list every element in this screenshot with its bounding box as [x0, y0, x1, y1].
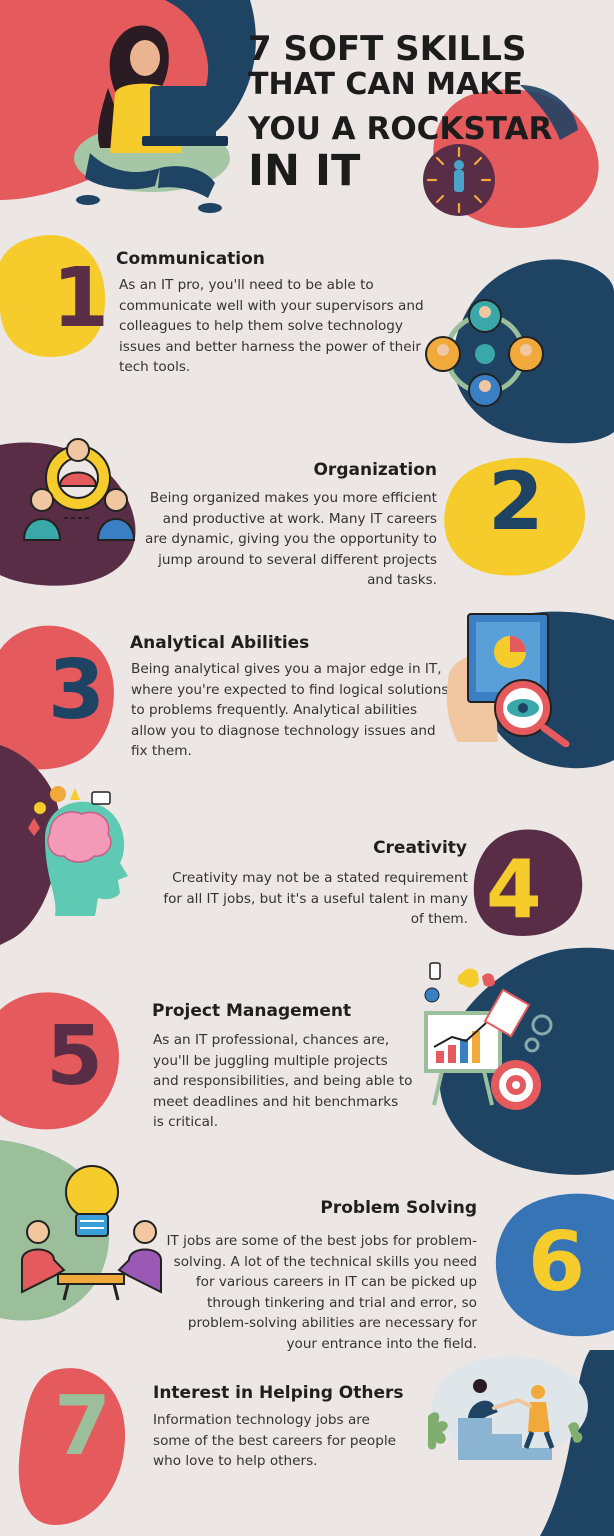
section-2-body: Being organized makes you more efficient… — [145, 490, 437, 589]
number-1: 1 — [52, 251, 110, 346]
number-5: 5 — [46, 1009, 104, 1104]
section-6-title: Problem Solving — [320, 1198, 477, 1218]
team-network-icon — [425, 299, 544, 407]
section-7-body: Information technology jobs are some of … — [153, 1412, 397, 1470]
section-5-title: Project Management — [152, 1001, 352, 1021]
section-1-body: As an IT pro, you'll need to be able to … — [119, 277, 424, 376]
head-eye-analysis-icon — [446, 613, 570, 747]
team-gear-icon — [22, 438, 136, 541]
number-2: 2 — [488, 455, 544, 548]
section-2-title: Organization — [313, 460, 437, 480]
number-6: 6 — [528, 1215, 586, 1310]
number-7: 7 — [54, 1379, 112, 1474]
number-4: 4 — [486, 843, 542, 936]
lightbulb-teamwork-icon — [21, 1165, 162, 1301]
section-5-blobs — [0, 947, 614, 1175]
title-line-1: 7 SOFT SKILLS — [248, 29, 527, 69]
section-7-blobs — [18, 1350, 614, 1536]
presentation-target-icon — [424, 962, 553, 1110]
title-line-4: IN IT — [248, 146, 361, 196]
helping-hand-climb-icon — [427, 1356, 588, 1460]
title-line-2: THAT CAN MAKE — [248, 67, 523, 102]
section-3-body: Being analytical gives you a major edge … — [131, 661, 449, 760]
section-6-body: IT jobs are some of the best jobs for pr… — [166, 1233, 477, 1352]
focus-person-arrows-icon — [423, 144, 495, 216]
section-4-title: Creativity — [373, 838, 467, 858]
section-3-title: Analytical Abilities — [130, 633, 310, 653]
creative-brain-icon — [28, 786, 128, 916]
section-5-body: As an IT professional, chances are, you'… — [153, 1032, 413, 1131]
section-4-blobs — [0, 745, 583, 945]
number-3: 3 — [48, 643, 106, 738]
title-line-3: YOU A ROCKSTAR — [248, 111, 553, 147]
woman-laptop-illustration — [74, 25, 230, 213]
section-1-title: Communication — [116, 249, 265, 269]
section-4-body: Creativity may not be a stated requireme… — [163, 870, 468, 928]
section-7-title: Interest in Helping Others — [153, 1383, 404, 1403]
